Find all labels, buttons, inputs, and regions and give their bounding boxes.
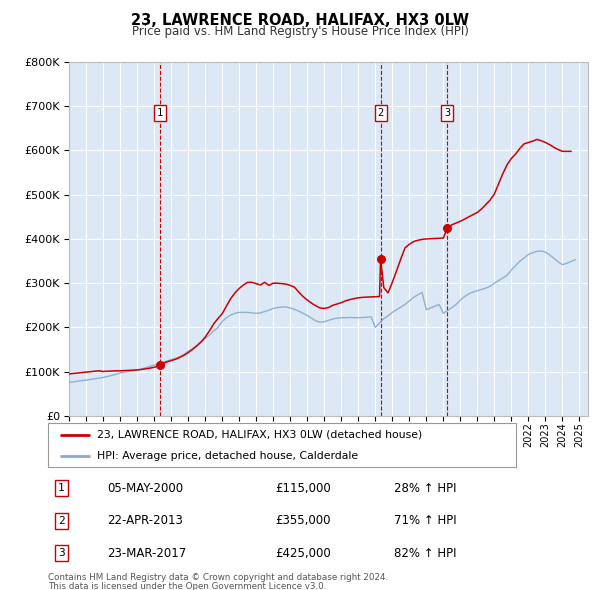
Text: 82% ↑ HPI: 82% ↑ HPI <box>394 546 456 560</box>
Text: 23, LAWRENCE ROAD, HALIFAX, HX3 0LW (detached house): 23, LAWRENCE ROAD, HALIFAX, HX3 0LW (det… <box>97 430 422 440</box>
Text: 3: 3 <box>58 548 65 558</box>
Text: Price paid vs. HM Land Registry's House Price Index (HPI): Price paid vs. HM Land Registry's House … <box>131 25 469 38</box>
Text: 23-MAR-2017: 23-MAR-2017 <box>107 546 187 560</box>
Text: 3: 3 <box>444 109 451 118</box>
Text: 28% ↑ HPI: 28% ↑ HPI <box>394 481 456 495</box>
Text: 23, LAWRENCE ROAD, HALIFAX, HX3 0LW: 23, LAWRENCE ROAD, HALIFAX, HX3 0LW <box>131 13 469 28</box>
Text: 71% ↑ HPI: 71% ↑ HPI <box>394 514 456 527</box>
Text: £355,000: £355,000 <box>275 514 330 527</box>
Text: HPI: Average price, detached house, Calderdale: HPI: Average price, detached house, Cald… <box>97 451 358 461</box>
Text: 2: 2 <box>377 109 383 118</box>
Text: £115,000: £115,000 <box>275 481 331 495</box>
Text: 22-APR-2013: 22-APR-2013 <box>107 514 183 527</box>
Text: 05-MAY-2000: 05-MAY-2000 <box>107 481 184 495</box>
Text: 2: 2 <box>58 516 65 526</box>
Text: Contains HM Land Registry data © Crown copyright and database right 2024.: Contains HM Land Registry data © Crown c… <box>48 573 388 582</box>
Text: 1: 1 <box>157 109 163 118</box>
Text: £425,000: £425,000 <box>275 546 331 560</box>
Text: This data is licensed under the Open Government Licence v3.0.: This data is licensed under the Open Gov… <box>48 582 326 590</box>
Text: 1: 1 <box>58 483 65 493</box>
